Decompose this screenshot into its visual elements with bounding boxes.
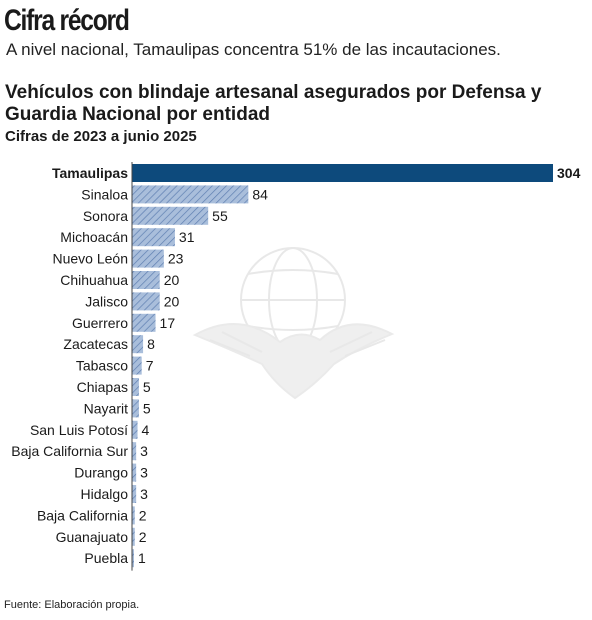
category-label-hidalgo: Hidalgo	[81, 486, 129, 502]
value-label-hidalgo: 3	[140, 486, 148, 502]
chart-title: Vehículos con blindaje artesanal asegura…	[5, 82, 542, 125]
category-label-jalisco: Jalisco	[85, 293, 128, 309]
eagle-globe-emblem-icon	[192, 247, 395, 400]
value-label-baja-california: 2	[139, 507, 147, 523]
value-label-nuevo-leon: 23	[168, 251, 184, 267]
value-label-durango: 3	[140, 465, 148, 481]
value-label-puebla: 1	[138, 550, 146, 566]
bar-tabasco	[132, 356, 142, 375]
value-label-guanajuato: 2	[139, 529, 147, 545]
category-label-chiapas: Chiapas	[77, 379, 128, 395]
bar-sonora	[132, 206, 209, 225]
bar-guanajuato	[132, 527, 135, 546]
category-label-nayarit: Nayarit	[84, 400, 128, 416]
bar-puebla	[132, 549, 134, 568]
bar-chihuahua	[132, 271, 160, 289]
source-note: Fuente: Elaboración propia.	[4, 599, 140, 611]
bar-hidalgo	[132, 485, 137, 503]
value-label-chihuahua: 20	[164, 272, 180, 288]
category-label-tamaulipas: Tamaulipas	[52, 165, 128, 181]
bar-baja-california	[132, 506, 135, 525]
category-label-nuevo-leon: Nuevo León	[52, 251, 128, 267]
value-label-baja-california-sur: 3	[140, 443, 148, 459]
headline: Cifra récord	[4, 4, 130, 37]
value-label-guerrero: 17	[160, 315, 176, 331]
value-label-sinaloa: 84	[252, 186, 268, 202]
category-label-chihuahua: Chihuahua	[60, 272, 128, 288]
bar-nuevo-leon	[132, 249, 164, 268]
bar-jalisco	[132, 292, 160, 311]
value-label-michoacan: 31	[179, 229, 195, 245]
bar-baja-california-sur	[132, 442, 137, 461]
bar-tamaulipas	[132, 164, 553, 182]
category-label-sonora: Sonora	[83, 208, 128, 224]
value-label-jalisco: 20	[164, 293, 180, 309]
value-label-san-luis-potosi: 4	[142, 422, 150, 438]
value-label-tamaulipas: 304	[557, 165, 581, 181]
category-label-puebla: Puebla	[84, 550, 128, 566]
category-label-baja-california-sur: Baja California Sur	[11, 443, 128, 459]
value-label-tabasco: 7	[146, 358, 154, 374]
category-label-san-luis-potosi: San Luis Potosí	[30, 422, 128, 438]
bar-san-luis-potosi	[132, 420, 138, 439]
bar-durango	[132, 463, 137, 482]
bar-chiapas	[132, 378, 139, 396]
category-label-michoacan: Michoacán	[60, 229, 128, 245]
category-label-sinaloa: Sinaloa	[81, 186, 128, 202]
category-label-tabasco: Tabasco	[76, 358, 128, 374]
bar-sinaloa	[132, 185, 249, 204]
category-label-baja-california: Baja California	[37, 507, 128, 523]
value-label-chiapas: 5	[143, 379, 151, 395]
value-label-nayarit: 5	[143, 400, 151, 416]
value-label-sonora: 55	[212, 208, 228, 224]
bar-zacatecas	[132, 335, 144, 354]
category-label-zacatecas: Zacatecas	[63, 336, 128, 352]
headline-subtitle: A nivel nacional, Tamaulipas concentra 5…	[6, 40, 501, 59]
category-label-durango: Durango	[74, 465, 128, 481]
value-label-zacatecas: 8	[147, 336, 155, 352]
bar-michoacan	[132, 228, 175, 247]
bar-guerrero	[132, 313, 156, 332]
category-label-guanajuato: Guanajuato	[56, 529, 129, 545]
bar-nayarit	[132, 399, 139, 418]
category-label-guerrero: Guerrero	[72, 315, 128, 331]
chart-subtitle: Cifras de 2023 a junio 2025	[5, 128, 197, 145]
